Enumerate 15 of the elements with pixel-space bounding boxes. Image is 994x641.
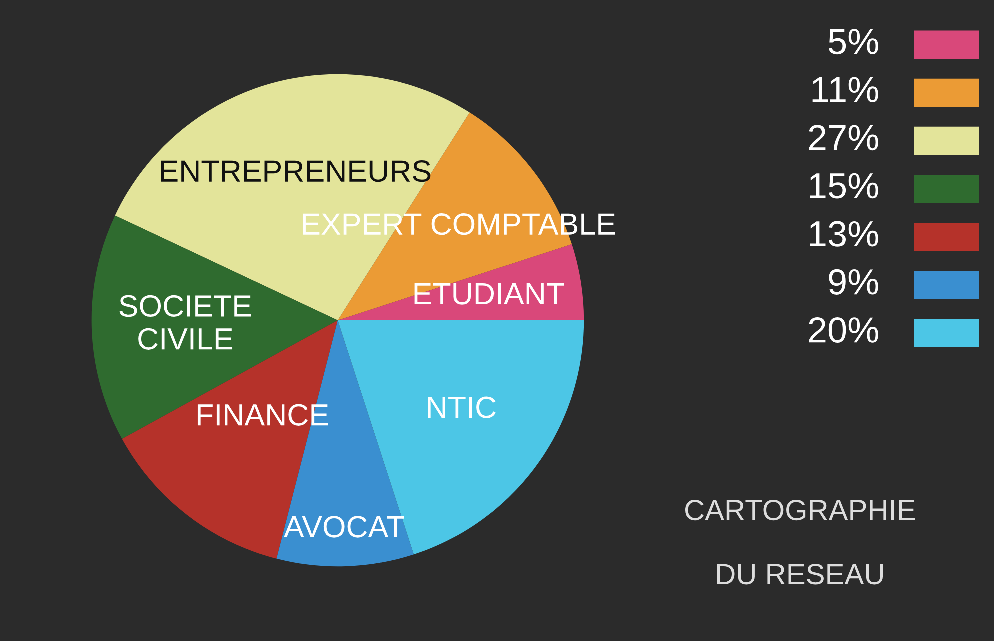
text: CARTOGRAPHIE <box>685 500 916 521</box>
text: 13% <box>810 221 878 247</box>
text: DU RESEAU <box>717 564 883 585</box>
slice-label: ENTREPRENEURS <box>161 160 431 182</box>
text: 9% <box>829 269 878 295</box>
slice-label: NTIC <box>428 396 496 418</box>
slice-label: SOCIETE CIVILE <box>120 295 252 350</box>
text: 27% <box>809 125 878 151</box>
slice-label: AVOCAT <box>284 516 404 538</box>
text: 5% <box>828 29 878 55</box>
slice-label: ETUDIANT <box>414 284 564 305</box>
text: 15% <box>810 173 878 199</box>
text: 11% <box>812 77 878 102</box>
text: 20% <box>809 317 878 344</box>
pie-slice <box>338 244 584 320</box>
